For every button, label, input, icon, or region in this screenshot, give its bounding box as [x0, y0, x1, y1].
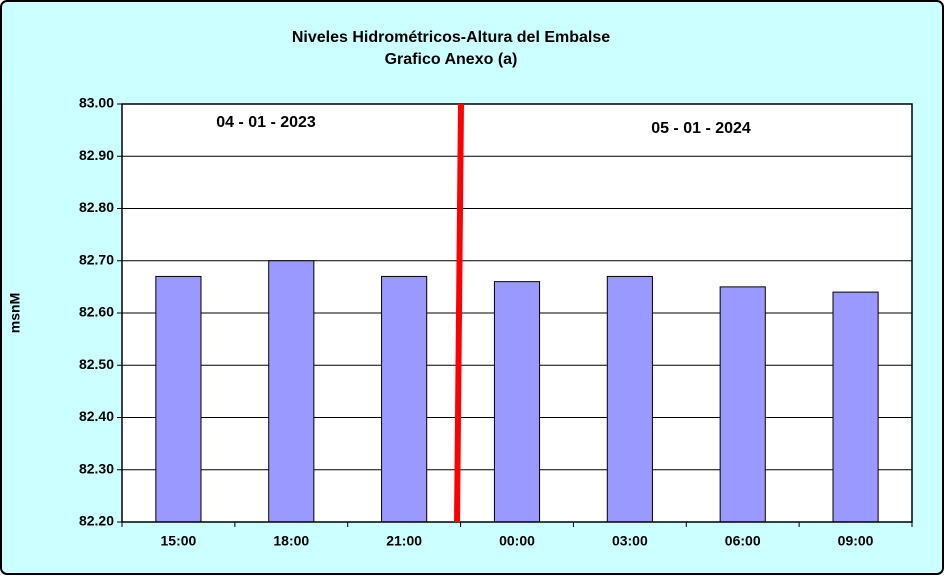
x-tick-label: 21:00 — [386, 533, 422, 549]
y-tick-label: 82.70 — [79, 251, 114, 267]
annotation: 04 - 01 - 2023 — [216, 114, 316, 131]
bar — [606, 275, 653, 523]
bar — [832, 291, 879, 523]
x-tick-label: 03:00 — [612, 533, 648, 549]
bar — [155, 275, 202, 523]
x-tick-label: 15:00 — [161, 533, 197, 549]
bar — [493, 281, 541, 523]
y-tick-label: 82.90 — [79, 147, 114, 163]
bar — [268, 260, 315, 523]
bar — [719, 286, 766, 523]
chart-subtitle: Grafico Anexo (a) — [385, 51, 518, 68]
separator-line — [454, 103, 464, 523]
y-tick-label: 82.40 — [79, 408, 114, 424]
x-tick-label: 00:00 — [499, 533, 535, 549]
x-tick-label: 06:00 — [725, 533, 761, 549]
x-tick-label: 09:00 — [838, 533, 874, 549]
y-tick-label: 82.50 — [79, 356, 114, 372]
plot-border — [121, 103, 913, 523]
y-tick-label: 82.20 — [79, 513, 114, 529]
bar — [381, 275, 428, 523]
y-tick-label: 82.80 — [79, 199, 114, 215]
y-tick-label: 83.00 — [79, 95, 114, 111]
y-tick-label: 82.60 — [79, 304, 114, 320]
chart-title: Niveles Hidrométricos-Altura del Embalse — [292, 29, 610, 46]
y-tick-label: 82.30 — [79, 460, 114, 476]
y-axis-label: msnM — [7, 293, 23, 333]
x-tick-label: 18:00 — [273, 533, 309, 549]
annotation: 05 - 01 - 2024 — [651, 120, 751, 137]
